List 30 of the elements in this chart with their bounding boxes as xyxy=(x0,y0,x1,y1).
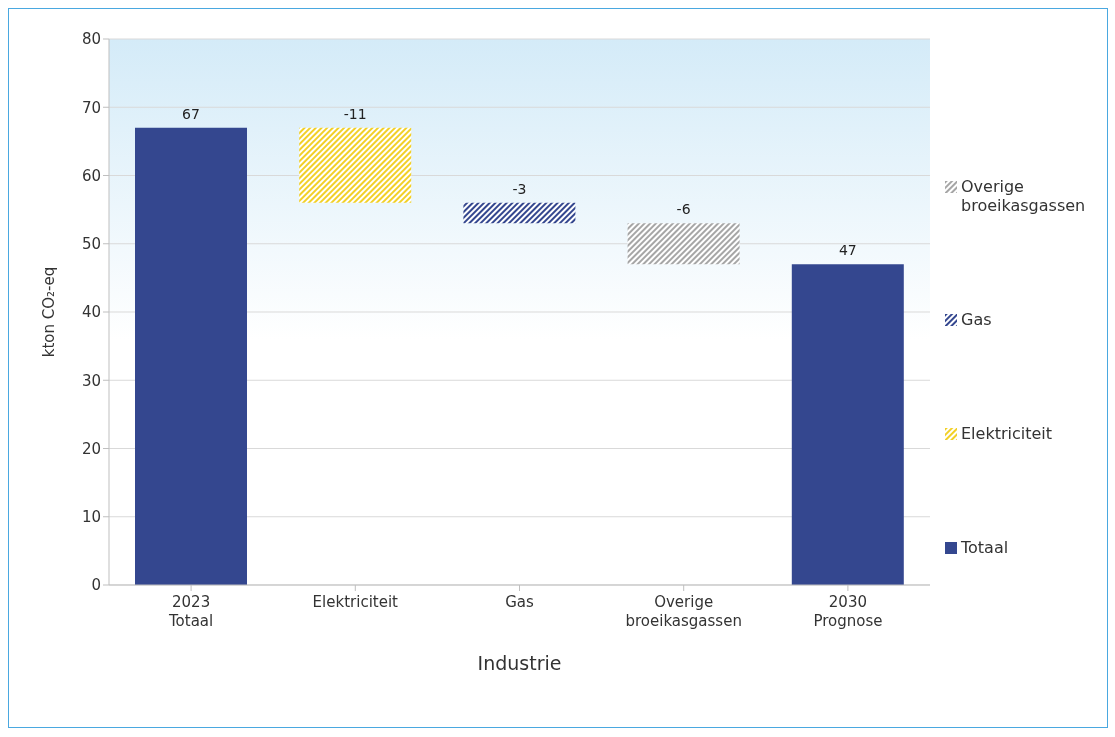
bar xyxy=(135,127,247,585)
x-tick-label: Overige broeikasgassen xyxy=(625,593,742,630)
legend-label: Elektriciteit xyxy=(961,424,1053,443)
y-tick-label: 30 xyxy=(81,371,101,390)
y-tick-label: 70 xyxy=(81,98,101,117)
data-label: -3 xyxy=(512,180,527,197)
data-label: 47 xyxy=(838,242,857,259)
y-axis-title: kton CO₂-eq xyxy=(40,266,59,358)
y-tick-label: 50 xyxy=(81,235,101,254)
x-tick-label: 2023 Totaal xyxy=(167,593,214,630)
bar xyxy=(627,223,740,265)
y-tick-label: 60 xyxy=(81,166,101,185)
data-label: 67 xyxy=(182,105,200,122)
data-label: -6 xyxy=(676,201,691,218)
y-tick-label: 20 xyxy=(81,439,101,458)
bar xyxy=(791,264,904,585)
y-tick-label: 80 xyxy=(81,30,101,49)
x-axis-title: Industrie xyxy=(477,652,562,674)
x-tick-label: 2030 Prognose xyxy=(813,593,883,630)
legend-label: Totaal xyxy=(961,538,1009,557)
y-tick-label: 10 xyxy=(81,508,101,527)
x-tick-label: Elektriciteit xyxy=(312,593,399,611)
y-tick-label: 0 xyxy=(91,576,101,595)
legend-label: Overige broeikasgassen xyxy=(961,177,1086,215)
legend-label: Gas xyxy=(961,310,992,329)
bar xyxy=(463,202,576,224)
bar xyxy=(299,127,412,203)
y-tick-label: 40 xyxy=(81,303,101,322)
x-tick-label: Gas xyxy=(505,593,534,611)
data-label: -11 xyxy=(343,105,367,122)
